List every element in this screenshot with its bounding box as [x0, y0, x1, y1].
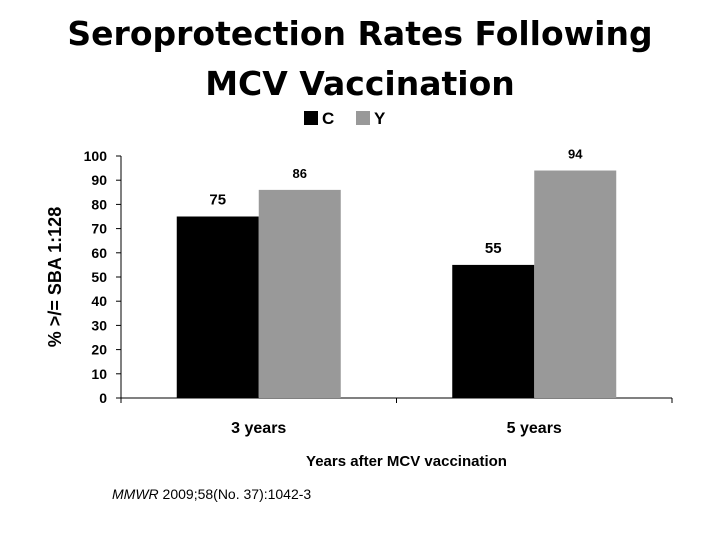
data-label: 86 — [293, 166, 307, 181]
data-labels: 75 86 55 94 — [209, 147, 583, 257]
bar-C-2 — [452, 264, 535, 398]
y-tick-label: 40 — [91, 293, 107, 309]
x-category-label: 3 years — [231, 420, 286, 437]
citation-journal: MMWR — [112, 486, 159, 502]
data-label: 75 — [209, 192, 226, 209]
y-tick-label: 10 — [91, 366, 107, 382]
legend-swatch-C — [304, 111, 318, 125]
y-tick-label: 0 — [99, 390, 107, 406]
legend-label-Y: Y — [374, 109, 386, 128]
x-axis-label: Years after MCV vaccination — [306, 453, 507, 470]
citation-detail: 2009;58(No. 37):1042-3 — [158, 486, 312, 502]
y-tick-label: 30 — [91, 317, 107, 333]
legend-label-C: C — [322, 109, 334, 128]
legend-swatch-Y — [356, 111, 370, 125]
bars — [176, 170, 617, 398]
bar-Y-1 — [258, 189, 341, 398]
citation: MMWR 2009;58(No. 37):1042-3 — [112, 486, 311, 502]
y-axis-label: % >/= SBA 1:128 — [45, 207, 65, 347]
y-tick-label: 90 — [91, 172, 107, 188]
data-label: 94 — [568, 147, 583, 162]
y-tick-label: 70 — [91, 221, 107, 237]
y-tick-label: 100 — [84, 148, 108, 164]
y-tick-label: 80 — [91, 196, 107, 212]
y-tick-label: 60 — [91, 245, 107, 261]
data-label: 55 — [485, 240, 502, 257]
chart-title-line-2: MCV Vaccination — [205, 64, 515, 103]
y-tick-label: 20 — [91, 342, 107, 358]
y-tick-label: 50 — [91, 269, 107, 285]
bar-C-1 — [176, 216, 259, 398]
chart-title-line-1: Seroprotection Rates Following — [67, 14, 653, 53]
y-axis: 0 10 20 30 40 50 60 70 80 90 100 % >/= SBA 1:128 — [45, 148, 122, 406]
bar-Y-2 — [534, 170, 617, 398]
x-category-label: 5 years — [507, 420, 562, 437]
